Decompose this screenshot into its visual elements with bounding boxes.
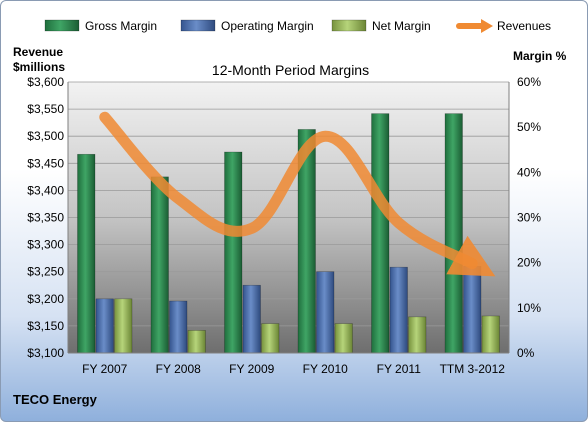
legend-swatch-net-margin — [331, 19, 367, 32]
left-tick-label: $3,450 — [27, 156, 64, 170]
net-margin-bar — [334, 323, 353, 354]
x-tick-label: FY 2009 — [229, 362, 274, 376]
x-tick-label: FY 2011 — [377, 362, 422, 376]
x-tick-label: FY 2007 — [82, 362, 127, 376]
chart-title: 12-Month Period Margins — [212, 62, 369, 78]
legend-label: Revenues — [497, 19, 551, 33]
right-tick-label: 10% — [517, 301, 541, 315]
left-tick-label: $3,200 — [27, 292, 64, 306]
left-tick-label: $3,250 — [27, 265, 64, 279]
left-tick-label: $3,500 — [27, 129, 64, 143]
operating-margin-bar — [242, 284, 261, 354]
operating-margin-bar — [95, 298, 114, 354]
legend-swatch-operating-margin — [180, 19, 216, 32]
left-tick-label: $3,600 — [27, 75, 64, 89]
x-tick-label: FY 2008 — [156, 362, 201, 376]
gross-margin-bar — [77, 153, 96, 354]
right-tick-label: 30% — [517, 211, 541, 225]
right-tick-label: 40% — [517, 165, 541, 179]
left-tick-label: $3,300 — [27, 238, 64, 252]
net-margin-bar — [187, 330, 206, 354]
operating-margin-bar — [463, 265, 482, 354]
left-axis-title-line1: Revenue — [13, 45, 63, 59]
operating-margin-bar — [389, 266, 408, 354]
left-tick-label: $3,400 — [27, 183, 64, 197]
net-margin-bar — [114, 298, 133, 354]
right-axis-title: Margin % — [513, 49, 567, 63]
left-tick-label: $3,100 — [27, 346, 64, 360]
gross-margin-bar — [444, 113, 463, 354]
right-tick-label: 0% — [517, 346, 535, 360]
legend-swatch-gross-margin — [44, 19, 80, 32]
company-name: TECO Energy — [13, 392, 98, 407]
legend-label: Gross Margin — [85, 19, 157, 33]
operating-margin-bar — [169, 300, 188, 354]
net-margin-bar — [408, 316, 427, 354]
left-axis-title-line2: $millions — [13, 60, 65, 74]
x-tick-label: TTM 3-2012 — [440, 362, 506, 376]
left-tick-label: $3,350 — [27, 211, 64, 225]
legend-arrow — [481, 19, 493, 33]
gross-margin-bar — [150, 176, 169, 354]
gross-margin-bar — [224, 151, 243, 354]
net-margin-bar — [481, 315, 500, 354]
right-tick-label: 50% — [517, 120, 541, 134]
x-tick-label: FY 2010 — [303, 362, 348, 376]
left-tick-label: $3,150 — [27, 319, 64, 333]
gross-margin-bar — [371, 113, 390, 354]
legend-label: Net Margin — [372, 19, 431, 33]
right-tick-label: 20% — [517, 256, 541, 270]
operating-margin-bar — [316, 271, 335, 354]
legend-label: Operating Margin — [221, 19, 314, 33]
right-tick-label: 60% — [517, 75, 541, 89]
net-margin-bar — [261, 323, 280, 354]
left-tick-label: $3,550 — [27, 102, 64, 116]
revenues-line — [99, 111, 496, 277]
